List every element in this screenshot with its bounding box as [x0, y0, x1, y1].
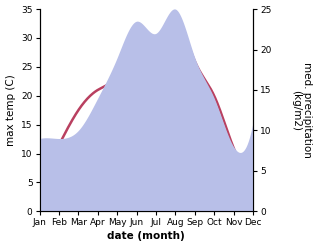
Y-axis label: med. precipitation
(kg/m2): med. precipitation (kg/m2): [291, 62, 313, 158]
X-axis label: date (month): date (month): [107, 231, 185, 242]
Y-axis label: max temp (C): max temp (C): [5, 74, 16, 146]
